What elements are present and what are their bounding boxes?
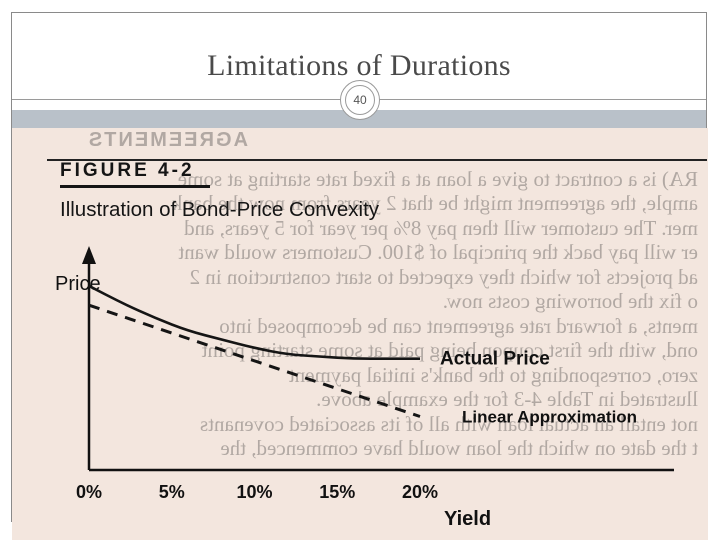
actual-price-label: Actual Price — [440, 349, 550, 370]
y-axis-title: Price — [55, 273, 101, 295]
figure-top-rule — [47, 159, 707, 161]
slide-title: Limitations of Durations — [207, 49, 511, 82]
x-tick-label: 10% — [236, 482, 272, 502]
linear-approximation-label: Linear Approximation — [462, 408, 637, 427]
x-tick-label: 20% — [402, 482, 438, 502]
figure-caption: Illustration of Bond-Price Convexity — [60, 198, 380, 221]
linear-approximation-line — [88, 303, 421, 418]
page-number: 40 — [345, 85, 375, 115]
y-axis-arrow — [82, 246, 96, 264]
x-axis-title: Yield — [444, 508, 491, 530]
convexity-chart: Price Yield 0% 5% 10% 15% 20% Actual Price Linea… — [55, 246, 674, 530]
x-tick-label: 0% — [76, 482, 102, 502]
figure-label-underline — [60, 185, 210, 188]
actual-price-line — [88, 284, 420, 361]
page-number-badge: 40 — [340, 80, 380, 120]
figure-label: FIGURE 4-2 — [60, 160, 195, 181]
x-tick-label: 5% — [159, 482, 185, 502]
x-tick-label: 15% — [319, 482, 355, 502]
scanned-figure: AGREEMENTS RA) is a contract to give a l… — [12, 128, 708, 540]
